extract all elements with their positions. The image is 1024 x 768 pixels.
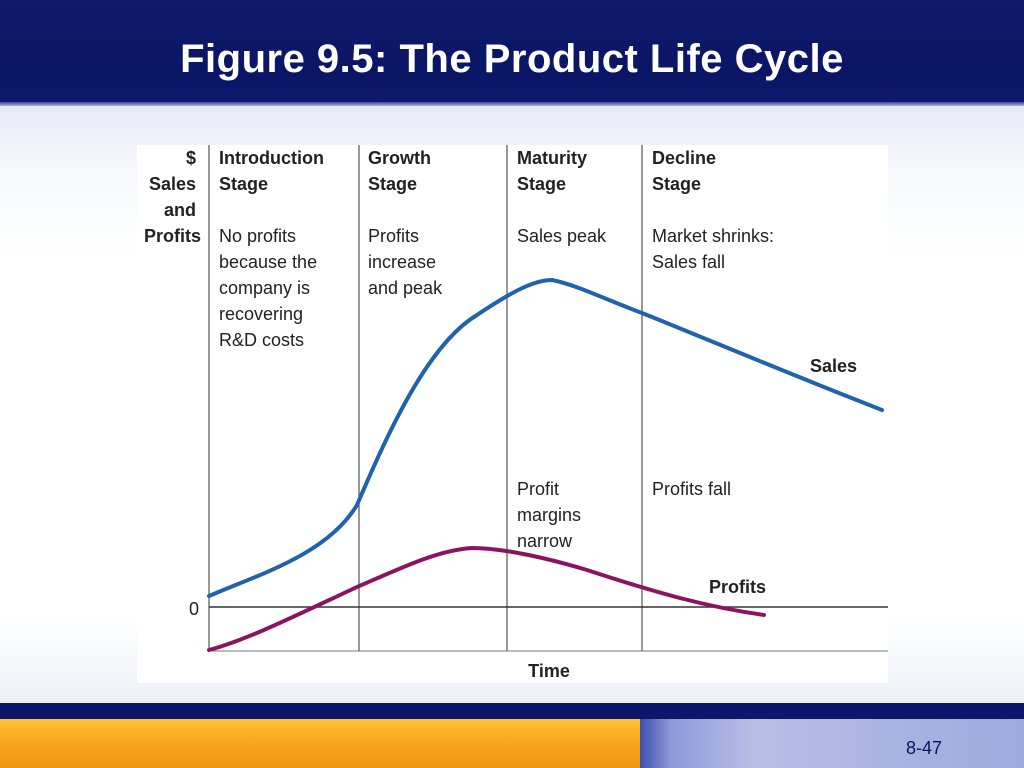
stage-title-growth: Growth Stage — [368, 148, 436, 194]
stage-title-decline: Decline Stage — [652, 148, 721, 194]
sales-curve — [207, 277, 884, 598]
stage-title-line: Stage — [368, 174, 417, 194]
stage-note-maturity: Sales peak — [517, 226, 607, 246]
stage-note-growth: Profits increase and peak — [368, 226, 443, 298]
stage-note-line: because the — [219, 252, 317, 272]
y-axis-label-line: Sales — [149, 174, 196, 194]
slide-number: 8-47 — [905, 738, 942, 758]
y-axis-label: $ Sales and Profits — [144, 148, 201, 246]
stage-title-line: Introduction — [219, 148, 324, 168]
stage-note-line: No profits — [219, 226, 296, 246]
footer-blue-bar — [640, 719, 1024, 768]
stage-note-line: narrow — [517, 531, 573, 551]
y-axis-label-line: Profits — [144, 226, 201, 246]
stage-note-line: Sales peak — [517, 226, 607, 246]
stage-note-line: R&D costs — [219, 330, 304, 350]
stage-title-introduction: Introduction Stage — [219, 148, 329, 194]
y-axis-label-line: and — [164, 200, 196, 220]
stage-title-maturity: Maturity Stage — [517, 148, 592, 194]
profits-curve-label: Profits — [709, 577, 766, 597]
stage-note-line: and peak — [368, 278, 443, 298]
stage-note-line: Sales fall — [652, 252, 725, 272]
stage-note-line: margins — [517, 505, 581, 525]
slide-title: Figure 9.5: The Product Life Cycle — [180, 37, 844, 81]
stage-note-introduction: No profits because the company is recove… — [219, 226, 322, 350]
stage-title-line: Stage — [517, 174, 566, 194]
stage-note-line: recovering — [219, 304, 303, 324]
y-axis-label-line: $ — [186, 148, 196, 168]
stage-title-line: Stage — [652, 174, 701, 194]
stage-note-line: Profit — [517, 479, 559, 499]
stage-note-line: increase — [368, 252, 436, 272]
stage-note-line: Profits — [368, 226, 419, 246]
stage-title-line: Decline — [652, 148, 716, 168]
title-band — [0, 0, 1024, 106]
stage-note-line: Profits fall — [652, 479, 731, 499]
stage-note-line: company is — [219, 278, 310, 298]
footer-orange-bar — [0, 719, 640, 768]
stage-note-decline: Market shrinks: Sales fall — [652, 226, 779, 272]
stage-note-maturity-profit: Profit margins narrow — [517, 479, 586, 551]
stage-title-line: Growth — [368, 148, 431, 168]
x-axis-label: Time — [528, 661, 570, 681]
zero-label: 0 — [189, 599, 199, 619]
figure-panel: $ Sales and Profits 0 Introduction Stage… — [137, 145, 888, 683]
product-life-cycle-diagram: $ Sales and Profits 0 Introduction Stage… — [144, 145, 888, 681]
stage-title-line: Maturity — [517, 148, 587, 168]
stage-title-line: Stage — [219, 174, 268, 194]
stage-note-line: Market shrinks: — [652, 226, 774, 246]
sales-curve-label: Sales — [810, 356, 857, 376]
stage-note-decline-profit: Profits fall — [652, 479, 731, 499]
profits-curve — [207, 545, 766, 652]
